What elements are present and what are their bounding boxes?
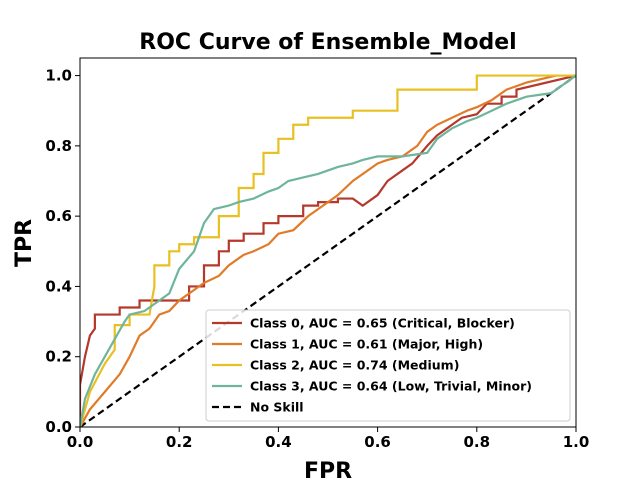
legend-label-0: Class 0, AUC = 0.65 (Critical, Blocker) xyxy=(250,316,515,331)
series-line-4 xyxy=(80,74,576,427)
series-line-0 xyxy=(80,74,576,427)
series-line-3 xyxy=(80,74,576,427)
y-tick-label: 1.0 xyxy=(45,67,72,85)
series-line-1 xyxy=(80,74,576,427)
x-tick-label: 0.0 xyxy=(67,433,94,451)
y-tick-label: 0.2 xyxy=(45,348,72,366)
y-tick-label: 0.0 xyxy=(45,418,72,436)
legend-label-2: Class 2, AUC = 0.74 (Medium) xyxy=(250,358,459,373)
series-layer xyxy=(80,74,576,427)
chart-title: ROC Curve of Ensemble_Model xyxy=(139,30,516,55)
x-tick-label: 0.8 xyxy=(464,433,491,451)
legend-label-3: Class 3, AUC = 0.64 (Low, Trivial, Minor… xyxy=(250,379,532,394)
legend-label-1: Class 1, AUC = 0.61 (Major, High) xyxy=(250,337,483,352)
plot-area xyxy=(79,57,577,428)
y-tick-label: 0.8 xyxy=(45,137,72,155)
y-tick-label: 0.6 xyxy=(45,207,72,225)
x-tick-label: 0.4 xyxy=(265,433,292,451)
y-axis-ticks: 0.0 0.2 0.4 0.6 0.8 1.0 xyxy=(45,67,80,436)
plot-frame xyxy=(79,57,577,428)
legend-label-4: No Skill xyxy=(250,400,304,415)
y-tick-label: 0.4 xyxy=(45,277,72,295)
x-tick-label: 0.6 xyxy=(364,433,391,451)
x-axis-ticks: 0.0 0.2 0.4 0.6 0.8 1.0 xyxy=(67,427,590,451)
y-axis-label: TPR xyxy=(12,219,37,267)
x-tick-label: 0.2 xyxy=(166,433,193,451)
legend: Class 0, AUC = 0.65 (Critical, Blocker) C… xyxy=(205,309,571,422)
x-axis-label: FPR xyxy=(304,459,352,480)
x-tick-label: 1.0 xyxy=(563,433,590,451)
legend-box xyxy=(205,309,571,422)
